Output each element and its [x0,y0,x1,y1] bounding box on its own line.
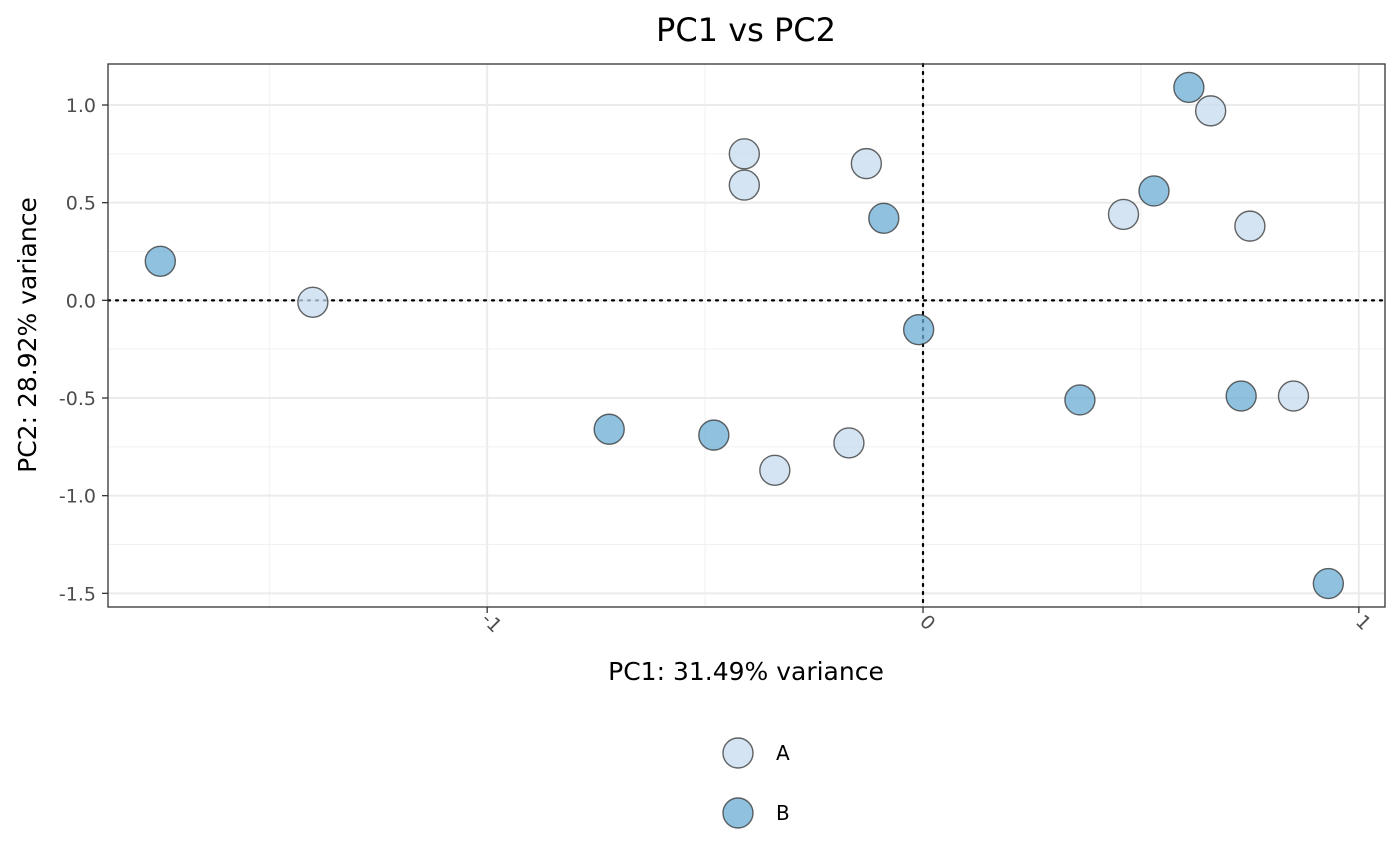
data-point-b [868,202,900,235]
data-point-a [728,169,761,201]
data-point-b [593,413,625,445]
data-point-a [1277,380,1310,412]
legend-label-b: B [776,801,790,825]
data-point-a [1107,198,1140,231]
data-point-a [728,138,761,170]
data-point-a [1234,210,1266,242]
data-point-b [698,419,730,451]
plot-panel-border [107,63,1386,608]
data-point-b [1173,71,1205,104]
legend-key-b [722,797,754,829]
y-axis-title: PC2: 28.92% variance [13,197,42,473]
y-tick-label: -1.0 [59,486,96,508]
axes: 1.0 0.5 0.0 -0.5 -1.0 -1.5 -1 0 1 [59,95,1375,637]
data-point-a [1194,95,1227,127]
data-point-a [850,147,883,180]
y-tick-label: 0.0 [66,290,96,312]
x-axis-title: PC1: 31.49% variance [608,657,884,686]
x-tick-label: 0 [915,611,939,635]
data-point-b [902,313,935,346]
data-point-a [833,427,865,459]
x-tick-label: 1 [1351,611,1375,635]
data-point-a [759,454,791,486]
data-points [144,71,1345,600]
chart-title: PC1 vs PC2 [656,11,836,49]
legend-label-a: A [776,741,790,765]
y-tick-label: 0.5 [66,193,96,215]
y-tick-label: -1.5 [59,583,96,605]
x-tick-label: -1 [477,608,506,637]
data-point-b [1138,175,1170,207]
data-point-b [1064,384,1096,416]
y-tick-label: -0.5 [59,388,96,410]
legend: AB [722,737,790,829]
data-point-a [297,286,329,318]
data-point-b [1225,380,1257,412]
data-point-b [144,245,177,277]
data-point-b [1312,567,1345,600]
y-tick-label: 1.0 [66,95,96,117]
legend-key-a [722,737,754,769]
